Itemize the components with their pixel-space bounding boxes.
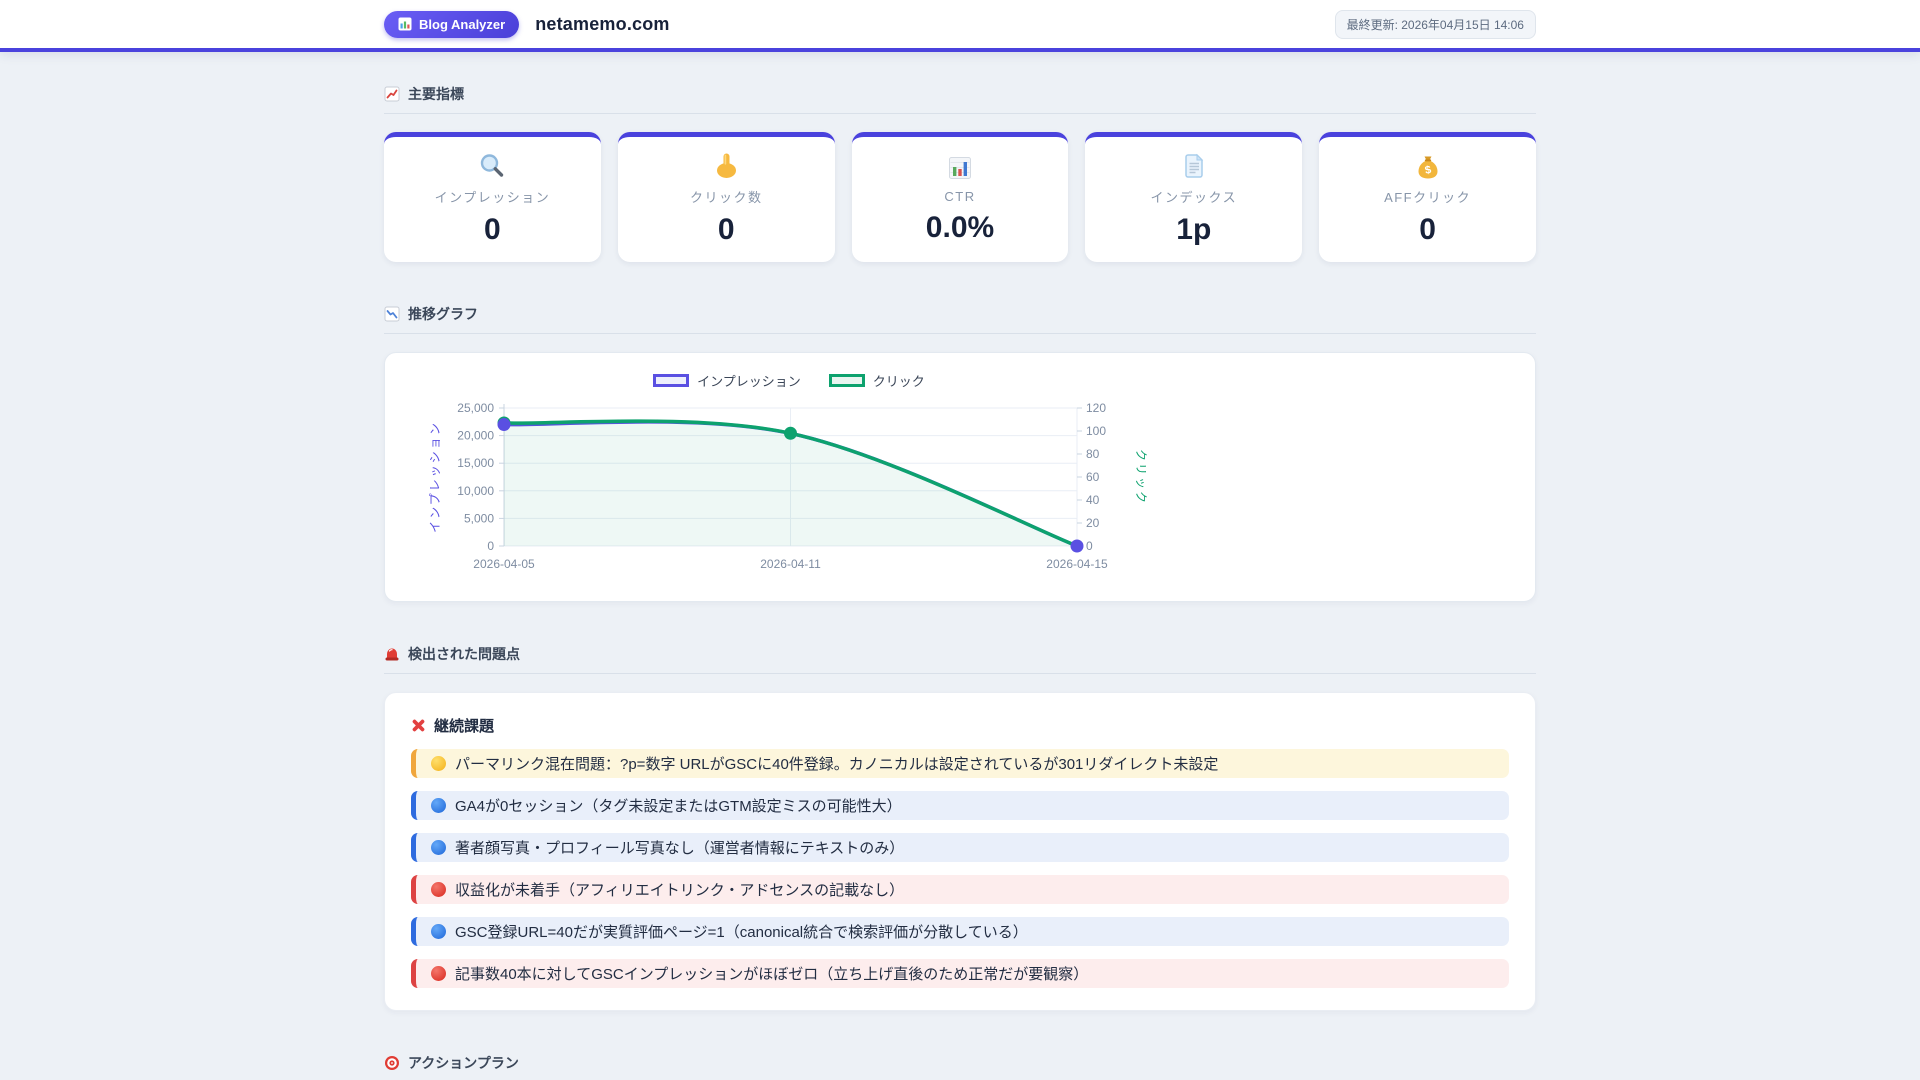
- section-trend: 推移グラフ インプレッション クリック 0 5,000 10,000 15,000 20…: [384, 304, 1536, 602]
- svg-text:20,000: 20,000: [457, 429, 494, 443]
- issue-text: パーマリンク混在問題：?p=数字 URLがGSCに40件登録。カノニカルは設定さ…: [455, 756, 1219, 773]
- section-title-actions-label: アクションプラン: [408, 1055, 519, 1071]
- issue-item: 記事数40本に対してGSCインプレッションがほぼゼロ（立ち上げ直後のため正常だが…: [411, 959, 1509, 988]
- metric-value: 1p: [1176, 213, 1212, 246]
- bar-chart-icon: [946, 154, 974, 182]
- metric-value: 0: [1419, 213, 1436, 246]
- svg-text:120: 120: [1086, 401, 1106, 415]
- metric-value: 0: [717, 213, 735, 246]
- trend-line-chart: 0 5,000 10,000 15,000 20,000 25,000 0 20 40 60 80 1…: [428, 401, 1148, 571]
- metric-label: インプレッション: [434, 190, 551, 205]
- svg-text:5,000: 5,000: [464, 511, 494, 525]
- metric-label: インデックス: [1150, 190, 1238, 205]
- legend-label: インプレッション: [697, 374, 801, 389]
- metric-card-index: インデックス 1p: [1085, 132, 1303, 262]
- site-title: netamemo.com: [535, 13, 670, 34]
- issue-item: 収益化が未着手（アフィリエイトリンク・アドセンスの記載なし）: [411, 875, 1509, 904]
- chart-badge-icon: [398, 17, 412, 31]
- svg-text:0: 0: [1086, 539, 1093, 553]
- section-title-trend: 推移グラフ: [384, 304, 1536, 334]
- metric-label: CTR: [944, 189, 976, 204]
- issue-item: パーマリンク混在問題：?p=数字 URLがGSCに40件登録。カノニカルは設定さ…: [411, 749, 1509, 778]
- issues-card: 継続課題 パーマリンク混在問題：?p=数字 URLがGSCに40件登録。カノニカ…: [384, 692, 1536, 1011]
- page-icon: [1180, 152, 1208, 180]
- svg-text:60: 60: [1086, 470, 1100, 484]
- issues-heading-label: 継続課題: [434, 718, 495, 735]
- red-circle-icon: [431, 966, 446, 981]
- blue-circle-icon: [431, 840, 446, 855]
- svg-text:クリック: クリック: [1134, 449, 1148, 505]
- metric-label: クリック数: [689, 190, 763, 205]
- money-bag-icon: $: [1414, 152, 1442, 180]
- issue-item: GSC登録URL=40だが実質評価ページ=1（canonical統合で検索評価が…: [411, 917, 1509, 946]
- svg-text:100: 100: [1086, 424, 1106, 438]
- section-title-trend-label: 推移グラフ: [408, 306, 478, 322]
- svg-text:10,000: 10,000: [457, 484, 494, 498]
- svg-text:0: 0: [487, 539, 494, 553]
- issue-text: 著者顔写真・プロフィール写真なし（運営者情報にテキストのみ）: [455, 840, 905, 857]
- chart-legend: インプレッション クリック: [409, 371, 1169, 390]
- issue-text: 記事数40本に対してGSCインプレッションがほぼゼロ（立ち上げ直後のため正常だが…: [455, 966, 1089, 983]
- section-title-metrics: 主要指標: [384, 84, 1536, 114]
- metric-card-ctr: CTR 0.0%: [851, 132, 1069, 262]
- svg-text:40: 40: [1086, 493, 1100, 507]
- issues-heading: 継続課題: [411, 715, 1509, 736]
- magnifier-icon: [478, 152, 506, 180]
- metric-value: 0: [484, 213, 501, 246]
- issue-text: 収益化が未着手（アフィリエイトリンク・アドセンスの記載なし）: [455, 882, 905, 899]
- brand-badge: Blog Analyzer: [384, 10, 520, 38]
- metric-card-aff-clicks: $ AFFクリック 0: [1319, 132, 1536, 262]
- legend-item-impressions[interactable]: インプレッション: [653, 371, 801, 390]
- svg-text:80: 80: [1086, 447, 1100, 461]
- issue-text: GA4が0セッション（タグ未設定またはGTM設定ミスの可能性大）: [455, 798, 902, 815]
- legend-label: クリック: [872, 374, 925, 389]
- svg-text:インプレッション: インプレッション: [428, 421, 442, 533]
- chart-up-icon: [384, 86, 400, 102]
- section-issues: 検出された問題点 継続課題 パーマリンク混在問題：?p=数字 URLがGSCに4…: [384, 644, 1536, 1011]
- section-actions: アクションプラン: [384, 1053, 1536, 1080]
- svg-text:2026-04-11: 2026-04-11: [760, 557, 821, 571]
- issue-item: GA4が0セッション（タグ未設定またはGTM設定ミスの可能性大）: [411, 791, 1509, 820]
- siren-icon: [385, 648, 399, 661]
- red-circle-icon: [431, 882, 446, 897]
- metric-value: 0.0%: [925, 211, 995, 244]
- metric-card-impressions: インプレッション 0: [384, 132, 601, 262]
- issue-item: 著者顔写真・プロフィール写真なし（運営者情報にテキストのみ）: [411, 833, 1509, 862]
- brand-badge-label: Blog Analyzer: [419, 16, 506, 32]
- section-title-issues: 検出された問題点: [384, 644, 1536, 674]
- section-title-issues-label: 検出された問題点: [408, 646, 520, 662]
- legend-item-clicks[interactable]: クリック: [828, 371, 925, 390]
- metrics-grid: インプレッション 0 クリック数 0: [384, 132, 1536, 262]
- svg-text:2026-04-05: 2026-04-05: [473, 557, 535, 571]
- svg-text:25,000: 25,000: [457, 401, 494, 415]
- last-updated-badge: 最終更新: 2026年04月15日 14:06: [1334, 9, 1536, 39]
- section-title-actions: アクションプラン: [384, 1053, 1536, 1080]
- svg-text:20: 20: [1086, 516, 1100, 530]
- section-metrics: 主要指標 インプレッション 0: [384, 84, 1536, 262]
- app-header: Blog Analyzer netamemo.com 最終更新: 2026年04…: [0, 0, 1920, 52]
- red-x-icon: [412, 719, 425, 732]
- metric-label: AFFクリック: [1384, 190, 1472, 205]
- trend-chart-card: インプレッション クリック 0 5,000 10,000 15,000 20,000 25…: [384, 352, 1536, 602]
- target-icon: [385, 1056, 399, 1070]
- yellow-circle-icon: [431, 756, 446, 771]
- blue-circle-icon: [431, 924, 446, 939]
- pointing-hand-icon: [712, 152, 740, 180]
- metric-card-clicks: クリック数 0: [617, 132, 835, 262]
- issue-text: GSC登録URL=40だが実質評価ページ=1（canonical統合で検索評価が…: [455, 924, 1028, 941]
- chart-down-icon: [384, 306, 400, 322]
- svg-text:15,000: 15,000: [457, 456, 494, 470]
- section-title-metrics-label: 主要指標: [408, 86, 464, 102]
- legend-swatch-clicks-icon: [828, 374, 865, 387]
- legend-swatch-impressions-icon: [653, 374, 690, 387]
- svg-text:2026-04-15: 2026-04-15: [1046, 557, 1108, 571]
- svg-text:$: $: [1423, 164, 1431, 177]
- blue-circle-icon: [431, 798, 446, 813]
